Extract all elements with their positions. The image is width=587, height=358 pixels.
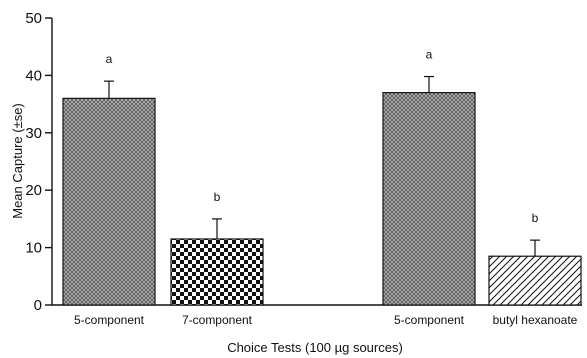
y-tick-label-10: 10: [25, 240, 42, 257]
y-ticks: 0 10 20 30 40 50: [25, 10, 52, 314]
y-tick-label-20: 20: [25, 182, 42, 199]
y-tick-label-40: 40: [25, 67, 42, 84]
category-label-1: 5-component: [74, 313, 145, 327]
y-axis-title: Mean Capture (±se): [10, 103, 25, 219]
y-tick-label-50: 50: [25, 10, 42, 27]
bar-3: [382, 92, 476, 306]
category-label-2: 7-component: [182, 313, 253, 327]
bar-2: [170, 238, 264, 306]
bars: a 5-component b 7-component a 5-component b but…: [62, 48, 582, 327]
category-label-4: butyl hexanoate: [493, 313, 578, 327]
bar-1: [62, 97, 156, 306]
y-tick-label-30: 30: [25, 125, 42, 142]
significance-label-1: a: [106, 52, 113, 66]
significance-label-4: b: [532, 211, 539, 225]
category-label-3: 5-component: [394, 313, 465, 327]
significance-label-2: b: [214, 190, 221, 204]
y-tick-label-0: 0: [34, 297, 42, 314]
x-axis-title: Choice Tests (100 µg sources): [227, 340, 403, 355]
bar-4: [488, 255, 582, 306]
significance-label-3: a: [426, 48, 433, 62]
